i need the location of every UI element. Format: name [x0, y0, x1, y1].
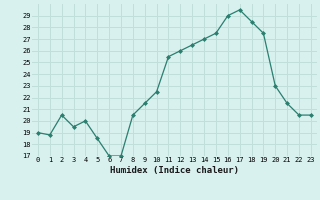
X-axis label: Humidex (Indice chaleur): Humidex (Indice chaleur): [110, 166, 239, 175]
